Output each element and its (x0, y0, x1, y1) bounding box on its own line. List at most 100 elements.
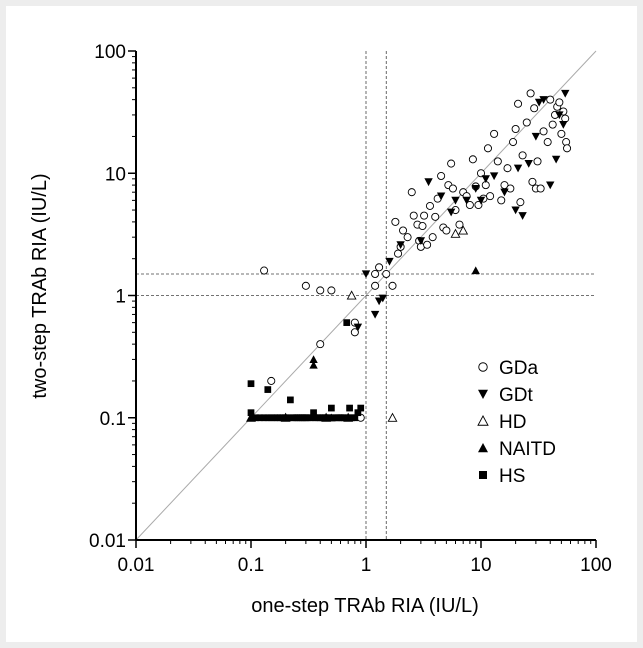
gda-point (490, 129, 499, 138)
gda-point (375, 263, 384, 272)
gda-point (382, 269, 391, 278)
gda-point (476, 169, 486, 178)
gdt-point (551, 155, 561, 164)
hs-point (260, 414, 268, 422)
hs-point (357, 404, 365, 412)
gdt-point (378, 294, 388, 303)
hd-point (346, 290, 357, 300)
hs-point (354, 409, 362, 417)
x-tick-label: 0.1 (238, 555, 264, 576)
gda-point (509, 138, 518, 147)
x-tick-label: 0.01 (118, 555, 155, 576)
series-gdt (353, 89, 570, 332)
gda-point (526, 89, 535, 98)
gdt-point (524, 160, 533, 168)
gda-point (327, 286, 336, 295)
gda-point (388, 281, 397, 290)
legend-item-gdt: GDt (478, 385, 534, 406)
gdt-point (353, 323, 363, 332)
hs-point (328, 404, 335, 412)
gda-point (428, 233, 437, 242)
gda-point (371, 269, 380, 278)
gdt-point (424, 178, 433, 187)
series-hs (247, 319, 365, 422)
y-tick-label: 10 (105, 164, 126, 185)
gdt-point (561, 89, 570, 98)
gdt-point (374, 297, 384, 306)
legend: GDa GDt HD NAITD HS (477, 358, 556, 487)
gdt-point (518, 212, 527, 220)
legend-item-naitd: NAITD (478, 439, 556, 460)
naitd-point (309, 355, 318, 363)
gda-point (394, 249, 403, 258)
gdt-point (534, 98, 544, 107)
y-tick-label: 0.01 (89, 531, 126, 552)
gda-point (522, 118, 531, 127)
hs-point (307, 414, 314, 422)
gda-point (437, 171, 446, 180)
x-axis-title: one-step TRAb RIA (IU/L) (251, 595, 479, 617)
y-tick-label: 0.1 (100, 409, 126, 430)
legend-label-hd: HD (499, 412, 526, 433)
gda-point (316, 286, 325, 295)
gdt-point (446, 208, 456, 217)
legend-marker-hs (479, 471, 487, 479)
gda-point (493, 157, 502, 166)
gda-point (301, 281, 310, 290)
gdt-point (481, 175, 490, 184)
gda-point (316, 340, 325, 349)
gda-point (447, 159, 456, 168)
gda-point (474, 200, 483, 210)
hd-point (450, 228, 461, 238)
x-tick-label: 100 (580, 555, 612, 576)
gda-point (539, 127, 548, 136)
gda-point (468, 155, 477, 164)
gda-point (514, 99, 523, 108)
gdt-point (416, 237, 426, 246)
gda-point (371, 281, 380, 290)
gda-point (557, 129, 566, 138)
gda-point (536, 184, 545, 193)
gda-point (530, 104, 539, 113)
hs-point (247, 380, 255, 388)
naitd-point (471, 266, 480, 275)
gda-point (555, 98, 564, 107)
hs-point (247, 409, 255, 417)
hs-point (346, 404, 353, 412)
gda-point (528, 177, 537, 186)
gdt-point (451, 196, 460, 205)
gdt-point (559, 121, 568, 129)
gda-point (403, 233, 412, 242)
gda-point (425, 201, 434, 210)
gdt-point (436, 192, 446, 201)
legend-label-hs: HS (499, 466, 525, 487)
gda-point (503, 164, 512, 173)
hd-point (458, 225, 469, 235)
naitd-point (309, 360, 318, 369)
gdt-point (370, 310, 380, 319)
gda-point (511, 125, 520, 134)
legend-marker-hd (477, 415, 489, 426)
axes: 0.01 0.1 1 10 100 0.01 0.1 1 10 100 (89, 42, 612, 576)
gdt-point (500, 188, 509, 197)
gda-point (518, 151, 527, 160)
legend-label-gdt: GDt (499, 385, 534, 406)
hs-point (284, 414, 292, 422)
legend-item-gda: GDa (478, 358, 539, 379)
gda-point (516, 198, 525, 207)
hd-point (387, 412, 398, 422)
hs-point (256, 414, 264, 422)
hs-point (264, 386, 272, 393)
gda-point (455, 220, 464, 229)
gdt-point (471, 184, 480, 193)
hs-point (343, 319, 351, 326)
gda-point (260, 266, 269, 275)
scatter-chart: 0.01 0.1 1 10 100 0.01 0.1 1 10 100 one-step TRAb… (29, 42, 612, 617)
gda-point (442, 226, 451, 235)
x-tick-label: 1 (361, 555, 372, 576)
gda-point (497, 196, 506, 205)
hs-point (287, 396, 294, 404)
legend-item-hd: HD (477, 412, 526, 433)
hs-point (344, 414, 352, 422)
gdt-point (385, 257, 394, 266)
